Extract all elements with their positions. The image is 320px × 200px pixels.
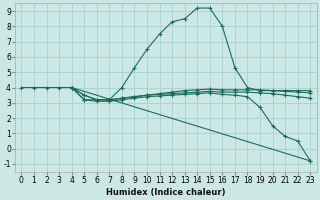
X-axis label: Humidex (Indice chaleur): Humidex (Indice chaleur) [106,188,226,197]
